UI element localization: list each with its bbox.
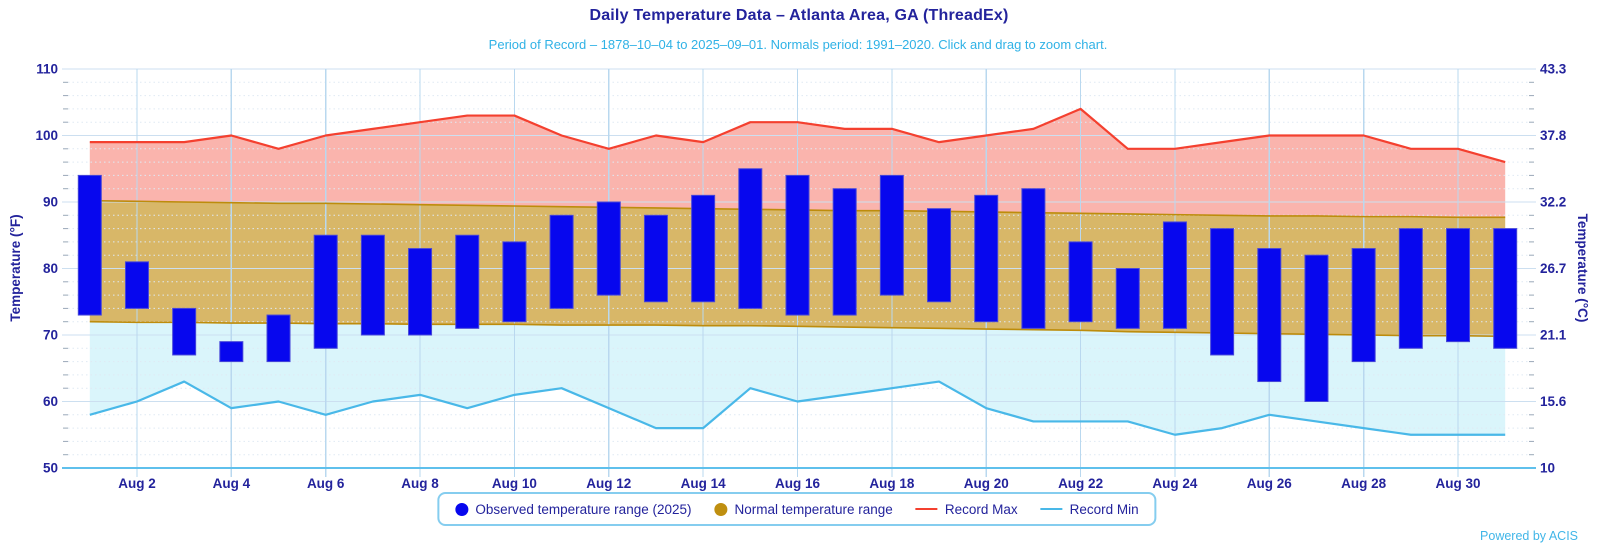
bar-aug-31[interactable] (1493, 228, 1518, 349)
y-axis-label-c-21.1: 21.1 (1540, 328, 1567, 343)
x-axis-label-aug-10: Aug 10 (492, 476, 537, 491)
powered-by-acis-link[interactable]: Powered by ACIS (1480, 529, 1578, 543)
bar-aug-20[interactable] (974, 194, 999, 323)
bar-aug-8[interactable] (408, 248, 433, 336)
bar-aug-28[interactable] (1351, 248, 1376, 363)
bar-aug-12[interactable] (596, 201, 621, 296)
x-axis-label-aug-18: Aug 18 (869, 476, 915, 491)
y-axis-label-f-50: 50 (43, 461, 58, 476)
bar-aug-23[interactable] (1115, 268, 1140, 329)
y-axis-label-f-90: 90 (43, 195, 58, 210)
normal-range-dot-icon (714, 502, 728, 516)
y-axis-label-f-80: 80 (43, 261, 58, 276)
y-axis-label-f-110: 110 (36, 62, 58, 77)
y-axis-label-c-26.7: 26.7 (1540, 261, 1566, 276)
x-axis-label-aug-14: Aug 14 (681, 476, 727, 491)
page-title: Daily Temperature Data – Atlanta Area, G… (589, 7, 1009, 24)
y-axis-label-c-10: 10 (1540, 461, 1555, 476)
bar-aug-16[interactable] (785, 174, 810, 316)
legend-label-record-max: Record Max (944, 501, 1018, 517)
bar-aug-30[interactable] (1446, 228, 1471, 343)
record-max-line[interactable] (89, 107, 1506, 164)
bar-aug-9[interactable] (455, 234, 480, 329)
bar-aug-13[interactable] (643, 214, 668, 303)
left-axis-title: Temperature (°F) (8, 214, 23, 321)
bar-aug-25[interactable] (1210, 228, 1235, 356)
bar-aug-24[interactable] (1162, 221, 1187, 329)
x-axis-label-aug-20: Aug 20 (964, 476, 1009, 491)
x-axis-label-aug-24: Aug 24 (1152, 476, 1198, 491)
x-axis-label-aug-22: Aug 22 (1058, 476, 1103, 491)
bar-aug-26[interactable] (1257, 248, 1282, 383)
x-axis-label-aug-6: Aug 6 (307, 476, 345, 491)
y-axis-label-c-37.8: 37.8 (1540, 128, 1567, 143)
bar-aug-2[interactable] (124, 261, 149, 309)
bar-aug-22[interactable] (1068, 241, 1093, 323)
bar-aug-21[interactable] (1021, 188, 1046, 329)
bar-aug-1[interactable] (77, 174, 102, 316)
legend-item-observed[interactable]: Observed temperature range (2025) (455, 502, 691, 517)
bar-aug-17[interactable] (832, 188, 857, 316)
right-axis-title: Temperature (°C) (1575, 214, 1590, 323)
y-axis-label-f-100: 100 (35, 128, 58, 143)
chart-subtitle: Period of Record – 1878–10–04 to 2025–09… (488, 37, 1108, 52)
legend-label-observed: Observed temperature range (2025) (475, 501, 692, 517)
y-axis-label-c-32.2: 32.2 (1540, 195, 1566, 210)
legend-item-normal[interactable]: Normal temperature range (714, 501, 893, 517)
bar-aug-6[interactable] (313, 234, 338, 349)
bar-aug-3[interactable] (172, 307, 197, 356)
bar-aug-7[interactable] (360, 234, 385, 336)
bar-aug-14[interactable] (691, 194, 716, 303)
x-axis-label-aug-30: Aug 30 (1436, 476, 1481, 491)
x-axis-label-aug-8: Aug 8 (401, 476, 439, 491)
y-axis-label-f-60: 60 (43, 394, 58, 409)
x-axis-label-aug-16: Aug 16 (775, 476, 821, 491)
x-axis-label-aug-4: Aug 4 (213, 476, 251, 491)
bar-aug-5[interactable] (266, 314, 291, 363)
bar-aug-27[interactable] (1304, 254, 1329, 402)
bar-aug-4[interactable] (219, 341, 244, 363)
chart-legend: Observed temperature range (2025) Normal… (437, 492, 1157, 526)
bar-aug-19[interactable] (927, 208, 952, 303)
legend-label-normal: Normal temperature range (734, 501, 893, 517)
bar-aug-10[interactable] (502, 241, 527, 323)
bar-aug-11[interactable] (549, 214, 574, 309)
legend-item-record-max[interactable]: Record Max (915, 501, 1018, 517)
x-axis-label-aug-12: Aug 12 (586, 476, 631, 491)
record-max-line-icon (915, 508, 938, 510)
x-axis-label-aug-2: Aug 2 (118, 476, 156, 491)
bar-aug-18[interactable] (879, 174, 904, 296)
y-axis-label-c-15.6: 15.6 (1540, 394, 1567, 409)
record-min-line-icon (1040, 508, 1063, 510)
x-axis-label-aug-28: Aug 28 (1341, 476, 1387, 491)
y-axis-label-f-70: 70 (43, 328, 58, 343)
record-min-line[interactable] (89, 380, 1506, 436)
legend-label-record-min: Record Min (1069, 501, 1139, 517)
bar-aug-29[interactable] (1398, 228, 1423, 349)
y-axis-label-c-43.3: 43.3 (1540, 62, 1567, 77)
bar-aug-15[interactable] (738, 168, 763, 309)
legend-item-record-min[interactable]: Record Min (1040, 501, 1139, 517)
x-axis-label-aug-26: Aug 26 (1247, 476, 1293, 491)
observed-range-dot-icon (455, 502, 469, 516)
